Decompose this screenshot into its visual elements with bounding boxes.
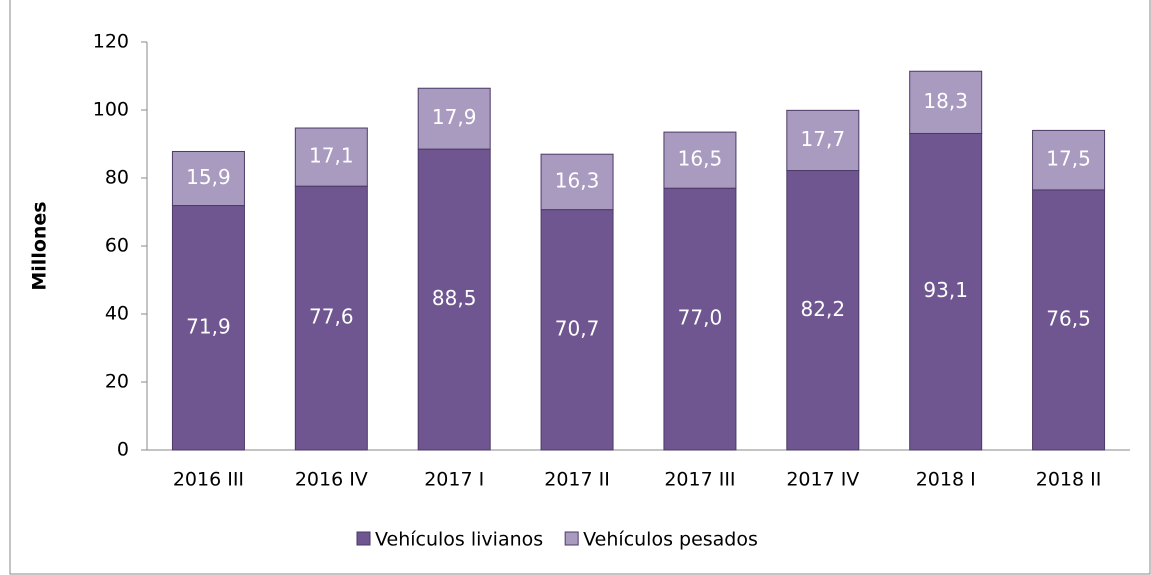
legend-label: Vehículos livianos (375, 529, 543, 551)
bar-segment (540, 153, 614, 211)
y-tick-label: 120 (93, 31, 129, 53)
x-tick-label: 2017 II (544, 469, 610, 491)
value-label: 77,6 (309, 305, 354, 329)
x-tick-label: 2018 II (1036, 469, 1102, 491)
legend-swatch (356, 531, 371, 546)
y-tick-label: 100 (93, 99, 129, 121)
bar-segment (171, 150, 245, 207)
value-label: 17,9 (432, 105, 477, 129)
value-label: 18,3 (923, 89, 968, 113)
bar-segment (294, 127, 368, 187)
value-label: 16,3 (555, 168, 600, 192)
value-label: 71,9 (186, 314, 231, 338)
x-tick-label: 2016 III (173, 469, 244, 491)
value-label: 16,5 (678, 147, 723, 171)
bar-segment (417, 148, 491, 451)
value-label: 17,1 (309, 144, 354, 168)
y-tick-label: 20 (105, 371, 129, 393)
bar-segment (909, 132, 983, 451)
y-axis-label: Millones (29, 201, 51, 290)
bar-segment (786, 109, 860, 172)
value-label: 70,7 (555, 316, 600, 340)
x-tick-label: 2017 I (424, 469, 484, 491)
x-tick-label: 2018 I (916, 469, 976, 491)
legend-swatch (564, 531, 579, 546)
value-label: 93,1 (923, 278, 968, 302)
bar-segment (786, 170, 860, 451)
bar-segment (540, 209, 614, 451)
y-tick-label: 60 (105, 235, 129, 257)
value-label: 88,5 (432, 286, 477, 310)
x-tick-label: 2016 IV (295, 469, 368, 491)
x-tick-label: 2017 III (664, 469, 735, 491)
chart-frame (9, 0, 1151, 575)
y-tick-label: 80 (105, 167, 129, 189)
value-label: 82,2 (801, 297, 846, 321)
bar-segment (417, 87, 491, 150)
value-label: 17,7 (801, 127, 846, 151)
value-label: 77,0 (678, 306, 723, 330)
bar-segment (663, 187, 737, 451)
bar-segment (663, 131, 737, 189)
bar-segment (294, 185, 368, 451)
y-tick-label: 40 (105, 303, 129, 325)
x-tick-label: 2017 IV (786, 469, 859, 491)
value-label: 76,5 (1046, 306, 1091, 330)
bar-segment (909, 70, 983, 134)
legend-label: Vehículos pesados (583, 529, 758, 551)
bar-segment (1032, 129, 1106, 191)
y-tick-label: 0 (117, 439, 129, 461)
value-label: 15,9 (186, 165, 231, 189)
value-label: 17,5 (1046, 147, 1091, 171)
